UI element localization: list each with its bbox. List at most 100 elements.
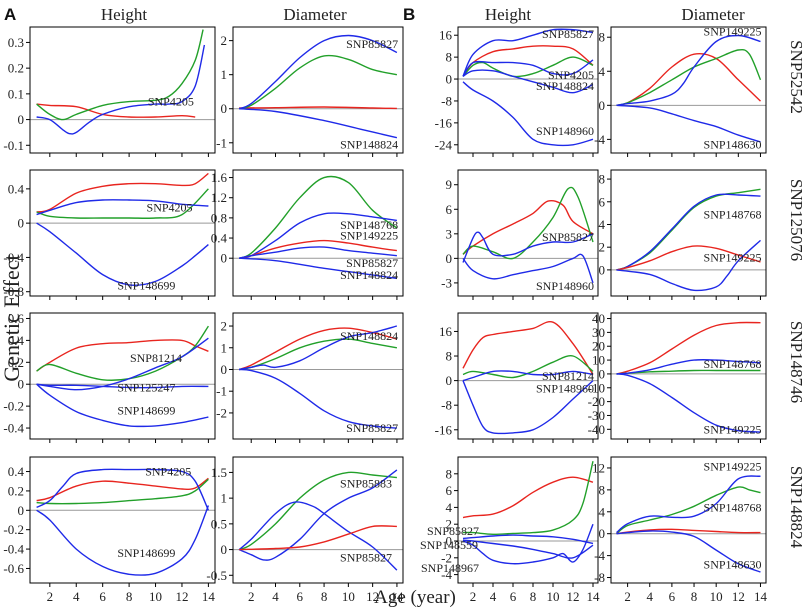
panel-2-3: -3 0 3 6 9 SNP85827 SNP148960 [441, 169, 599, 300]
y-tick-label: 4 [599, 504, 606, 519]
y-tick-label: -0.6 [3, 561, 24, 576]
y-tick-label: -0.4 [3, 421, 24, 436]
snp-annotation: SNP148630 [704, 137, 762, 151]
x-tick-label: 12 [567, 589, 580, 604]
x-tick-label: 12 [732, 589, 745, 604]
series-line-red-1 [36, 339, 209, 372]
snp-annotation: SNP148559 [420, 538, 478, 552]
y-tick-label: 1.2 [211, 190, 227, 205]
series-line-blue-3 [238, 325, 398, 371]
x-tick-label: 6 [99, 589, 106, 604]
series-line-green-2 [36, 478, 209, 505]
series-line-blue-2 [616, 193, 761, 271]
y-tick-label: 0.6 [8, 311, 25, 326]
y-tick-label: 0.4 [8, 464, 25, 479]
y-tick-label: 20 [592, 339, 605, 354]
series-group [462, 28, 594, 147]
y-tick-label: -8 [441, 93, 452, 108]
series-group [238, 469, 398, 571]
panel-frame [457, 312, 599, 440]
y-tick-label: 1.6 [211, 170, 228, 185]
panel-frame [610, 456, 767, 584]
series-line-blue-3 [238, 34, 398, 110]
column-title-height-b: Height [485, 5, 532, 24]
y-tick-label: -10 [588, 380, 605, 395]
series-group [616, 188, 761, 292]
series-line-blue-3 [462, 28, 594, 77]
y-tick-label: -0.2 [3, 522, 24, 537]
y-tick-label: 0.4 [8, 333, 25, 348]
y-tick-label: 0 [221, 362, 228, 377]
series-group [616, 34, 762, 143]
panel-4-1: -0.6 -0.4 -0.2 0 0.2 0.4 2 4 6 8 10 12 14 SNP4205 SNP1… [3, 456, 216, 604]
snp-annotation: SNP148768 [340, 218, 398, 232]
series-line-red-1 [616, 321, 761, 375]
series-line-red-1 [36, 103, 196, 118]
y-tick-label: 0 [18, 377, 25, 392]
panel-2-1: -0.8 -0.4 0 0.4 SNP4205 SNP148699 [3, 169, 216, 300]
y-tick-label: 9 [446, 177, 453, 192]
snp-annotation: SNP148824 [536, 79, 594, 93]
snp-annotation: SNP85827 [542, 230, 594, 244]
y-tick-label: -24 [435, 137, 453, 152]
x-tick-label: 6 [297, 589, 304, 604]
y-tick-label: 0 [599, 526, 606, 541]
y-tick-label: -0.1 [3, 138, 24, 153]
snp-annotation: SNP148824 [340, 268, 398, 282]
snp-annotation: SNP149225 [704, 459, 762, 473]
panel-frame [457, 456, 599, 584]
x-tick-label: 4 [272, 589, 279, 604]
y-tick-label: -0.4 [3, 250, 24, 265]
snp-annotation: SNP81214 [130, 351, 182, 365]
snp-annotation: SNP148768 [704, 207, 762, 221]
y-tick-label: 0.5 [211, 516, 227, 531]
y-tick-label: 10 [592, 353, 605, 368]
row-label-3: SNP148746 [787, 321, 806, 403]
y-tick-label: 0 [221, 542, 228, 557]
y-tick-label: 1 [221, 491, 228, 506]
y-tick-label: 0.3 [8, 35, 24, 50]
y-axis-title: Genetic Effect [0, 254, 24, 381]
panel-2-4: 0 2 4 6 8 SNP148768 SNP149225 [599, 169, 767, 300]
snp-annotation: SNP85827 [346, 256, 398, 270]
x-tick-label: 2 [470, 589, 477, 604]
y-tick-label: 2 [599, 240, 606, 255]
series-line-blue-4 [36, 222, 209, 286]
y-tick-label: -2 [441, 550, 452, 565]
panel-3-2: -2 -1 0 1 2 SNP148824 SNP85827 [216, 312, 404, 443]
snp-annotation: SNP149225 [340, 229, 398, 243]
series-line-red-1 [36, 477, 209, 502]
y-tick-label: 6 [599, 194, 606, 209]
panel-frame [232, 26, 404, 154]
series-line-green-1 [238, 175, 398, 259]
snp-annotation: SNP125247 [117, 381, 175, 395]
series-group [36, 325, 209, 428]
snp-annotation: SNP148824 [340, 329, 398, 343]
series-line-blue-3 [462, 231, 594, 263]
y-tick-label: 8 [446, 349, 453, 364]
x-axis-title: Age (year) [374, 587, 456, 608]
panel-label-a: A [4, 5, 16, 24]
panel-frame [610, 312, 767, 440]
snp-annotation: SNP148960 [536, 279, 594, 293]
series-line-blue-3 [462, 370, 594, 382]
x-tick-label: 2 [248, 589, 255, 604]
snp-annotation: SNP148768 [704, 500, 762, 514]
series-line-blue-6 [462, 81, 594, 147]
snp-annotation: SNP85827 [346, 37, 398, 51]
y-tick-label: -2 [216, 405, 227, 420]
snp-annotation: SNP148699 [117, 546, 175, 560]
series-line-blue-4 [239, 368, 397, 429]
y-tick-label: 0 [446, 534, 453, 549]
y-tick-label: 0 [599, 262, 606, 277]
snp-annotation: SNP148699 [117, 404, 175, 418]
y-tick-label: 6 [446, 202, 453, 217]
x-tick-label: 12 [366, 589, 379, 604]
y-tick-label: 0 [221, 101, 228, 116]
y-tick-label: -0.8 [3, 284, 24, 299]
series-line-blue-4 [462, 380, 594, 435]
y-tick-label: 2 [221, 33, 228, 48]
column-title-diameter-b: Diameter [681, 5, 745, 24]
